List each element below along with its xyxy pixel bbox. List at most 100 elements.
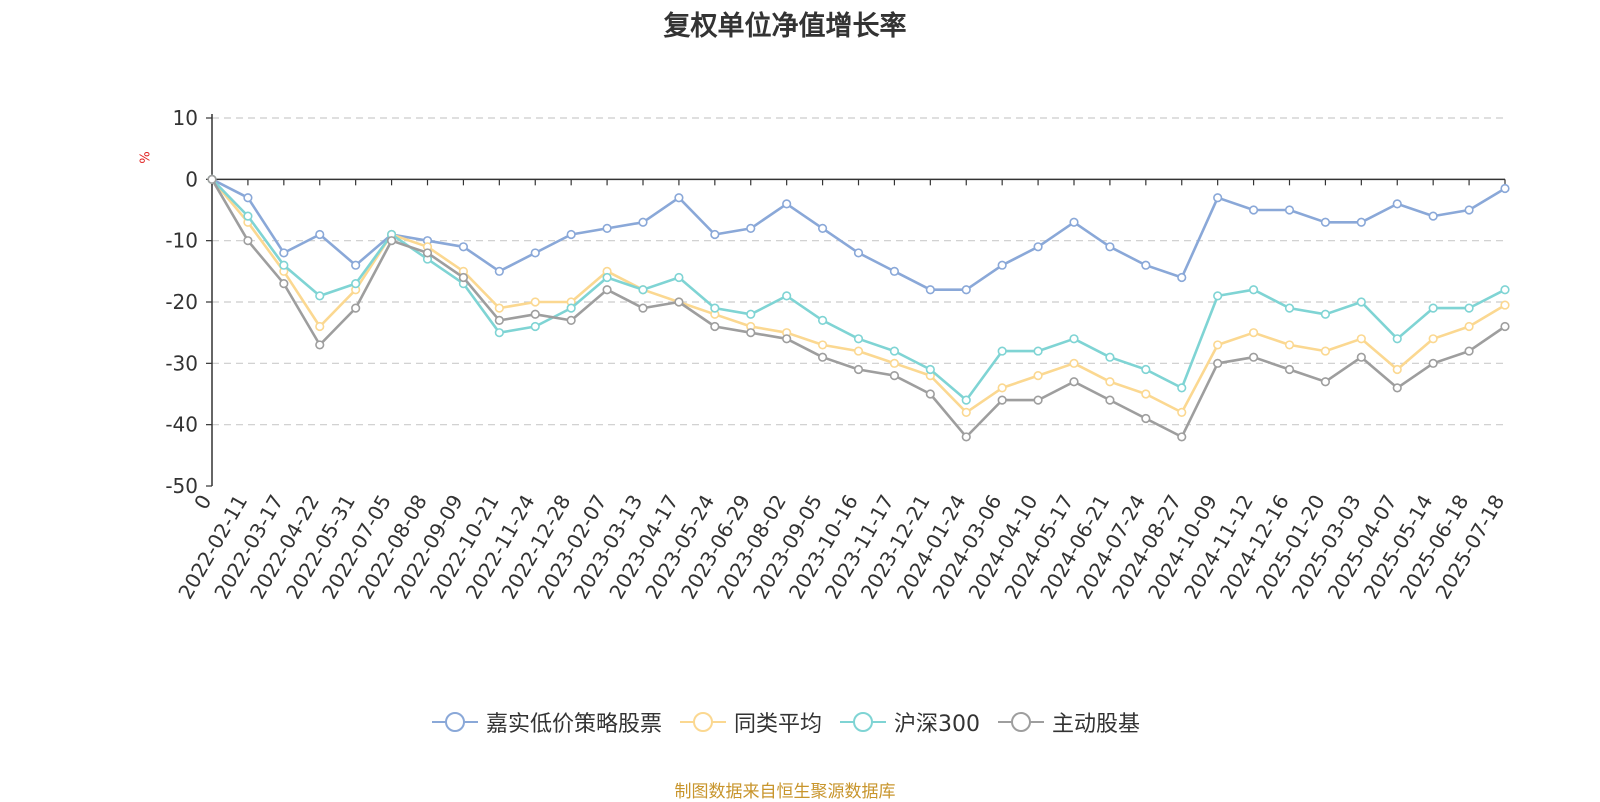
data-point: [1284, 205, 1295, 215]
legend-item[interactable]: 沪深300: [838, 706, 980, 738]
data-point: [1248, 285, 1259, 295]
data-point: [1428, 358, 1438, 368]
data-point: [315, 291, 325, 301]
data-point: [351, 303, 361, 313]
data-point: [997, 260, 1007, 270]
data-point: [997, 383, 1007, 393]
data-point: [1356, 297, 1366, 307]
line-chart: 100-10-20-30-40-5002022-02-112022-03-172…: [165, 106, 1510, 603]
legend-swatch-icon: [840, 712, 886, 732]
data-point: [1177, 272, 1187, 283]
y-tick-label: -30: [165, 351, 198, 375]
y-tick-label: -40: [165, 413, 198, 437]
data-point: [1464, 346, 1474, 356]
data-point: [1320, 217, 1331, 227]
data-point: [1141, 364, 1151, 375]
data-point: [997, 395, 1007, 405]
data-point: [1248, 205, 1259, 215]
data-point: [889, 371, 900, 381]
data-point: [1464, 321, 1474, 332]
legend-label: 主动股基: [1052, 712, 1141, 737]
data-point: [1213, 358, 1223, 368]
y-tick-label: -20: [165, 290, 198, 314]
data-point: [710, 303, 720, 313]
data-point: [1105, 395, 1115, 405]
data-point: [1356, 352, 1366, 362]
data-point: [1141, 389, 1151, 399]
legend-item[interactable]: 嘉实低价策略股票: [430, 706, 662, 738]
data-point: [1248, 352, 1259, 362]
data-point: [1464, 303, 1474, 313]
chart-legend: 嘉实低价策略股票 同类平均 沪深300 主动股基: [0, 706, 1570, 740]
data-point: [1033, 346, 1043, 356]
data-point: [1069, 217, 1079, 227]
data-point: [674, 193, 684, 203]
data-point: [315, 321, 325, 332]
data-point: [566, 303, 576, 313]
data-point: [853, 334, 864, 344]
data-point: [1069, 377, 1079, 387]
legend-item[interactable]: 同类平均: [678, 706, 822, 738]
chart-title: 复权单位净值增长率: [663, 11, 907, 42]
data-point: [1284, 340, 1295, 350]
data-point: [279, 260, 289, 270]
data-point: [1428, 211, 1438, 221]
data-point: [1428, 334, 1438, 344]
data-point: [889, 346, 900, 356]
data-point: [746, 223, 756, 233]
data-point: [1284, 364, 1295, 375]
legend-label: 嘉实低价策略股票: [485, 712, 662, 737]
data-point: [1033, 371, 1043, 381]
data-point: [1500, 300, 1510, 310]
data-point: [638, 217, 648, 227]
data-point: [925, 364, 935, 375]
data-point: [602, 285, 612, 295]
legend-swatch-icon: [679, 712, 726, 732]
data-point: [422, 248, 433, 258]
data-point: [1464, 205, 1474, 215]
data-point: [315, 229, 325, 240]
data-point: [602, 272, 612, 283]
legend-label: 同类平均: [733, 712, 822, 737]
legend-swatch-icon: [431, 712, 478, 732]
data-point: [1248, 328, 1259, 338]
data-point: [674, 297, 684, 307]
data-point: [1105, 377, 1115, 387]
data-point: [1500, 183, 1510, 194]
data-point: [530, 309, 540, 319]
data-point: [566, 315, 576, 326]
data-point: [817, 315, 828, 326]
data-point: [782, 291, 792, 301]
data-point: [1213, 193, 1223, 203]
data-point: [1033, 395, 1043, 405]
data-point: [925, 285, 935, 295]
data-point: [782, 199, 792, 209]
data-point: [746, 309, 756, 319]
data-point: [961, 285, 971, 295]
data-point: [1141, 260, 1151, 270]
data-point: [674, 272, 684, 283]
data-point: [961, 395, 971, 405]
data-point: [566, 229, 576, 240]
legend-item[interactable]: 主动股基: [996, 706, 1140, 738]
data-point: [638, 285, 648, 295]
legend-swatch-icon: [998, 712, 1044, 732]
data-point: [351, 260, 361, 270]
data-point: [1500, 321, 1510, 332]
data-point: [1320, 346, 1331, 356]
data-point: [1105, 242, 1115, 252]
data-point: [1177, 407, 1187, 418]
series-line-1: [211, 178, 1506, 292]
data-point: [1069, 334, 1079, 344]
data-point: [494, 315, 504, 326]
data-source-note: 制图数据来自恒生聚源数据库: [674, 782, 896, 802]
data-point: [853, 346, 864, 356]
data-point: [494, 303, 504, 313]
data-point: [925, 389, 935, 399]
data-point: [782, 334, 792, 344]
data-point: [1141, 413, 1151, 424]
y-tick-label: -10: [165, 229, 198, 253]
data-point: [961, 432, 971, 442]
data-point: [710, 229, 720, 240]
data-point: [530, 248, 540, 258]
